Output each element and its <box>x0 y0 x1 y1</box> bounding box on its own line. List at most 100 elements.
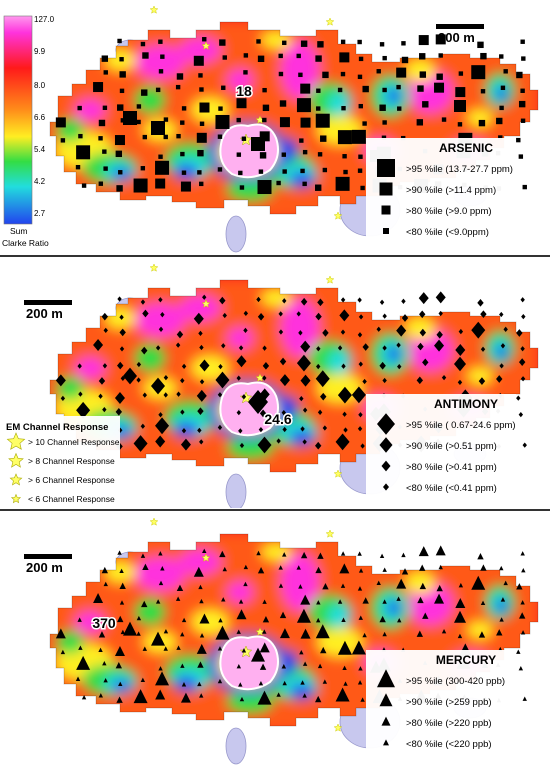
triangle-marker <box>215 625 230 640</box>
em-star <box>255 627 265 636</box>
triangle-marker <box>155 689 166 700</box>
square-marker <box>133 178 148 193</box>
diamond-marker <box>55 374 66 387</box>
triangle-marker <box>320 646 327 654</box>
triangle-marker <box>140 553 146 558</box>
square-marker <box>322 71 329 79</box>
em-star-legend-icon <box>10 493 22 504</box>
square-marker <box>140 41 146 47</box>
triangle-marker <box>259 663 267 670</box>
square-marker <box>315 184 322 191</box>
triangle-marker <box>435 545 446 556</box>
triangle-marker <box>142 646 147 651</box>
square-marker <box>158 154 163 159</box>
em-star <box>149 263 159 272</box>
diamond-marker <box>379 361 386 370</box>
triangle-marker <box>133 689 148 704</box>
square-marker <box>477 41 484 49</box>
colorbar-tick: 127.0 <box>34 15 55 24</box>
diamond-marker <box>103 327 108 334</box>
em-star <box>239 391 253 404</box>
square-marker <box>103 70 108 75</box>
square-marker <box>396 67 407 78</box>
square-marker <box>103 166 108 171</box>
triangle-marker <box>116 696 123 703</box>
square-marker <box>317 41 324 48</box>
triangle-marker <box>221 597 226 602</box>
square-marker <box>455 87 466 98</box>
triangle-marker <box>279 611 287 619</box>
square-marker <box>180 181 191 192</box>
colorbar-tick: 5.4 <box>34 145 46 154</box>
diamond-marker <box>236 375 241 381</box>
triangle-marker <box>239 696 245 702</box>
diamond-marker <box>199 379 205 385</box>
triangle-marker <box>120 629 126 635</box>
diamond-marker <box>357 297 362 303</box>
em-star <box>149 5 159 14</box>
map-title: MERCURY <box>436 653 496 667</box>
square-marker <box>379 104 386 111</box>
triangle-marker <box>117 550 122 555</box>
peak-value-label: 370 <box>92 615 116 631</box>
square-marker <box>342 154 347 159</box>
em-star-legend-icon <box>8 452 24 468</box>
square-marker <box>520 39 525 44</box>
triangle-marker <box>180 632 185 637</box>
triangle-marker <box>300 628 311 639</box>
triangle-marker <box>282 552 287 557</box>
lake <box>225 473 247 508</box>
square-marker <box>520 118 526 123</box>
em-star <box>325 529 335 538</box>
square-marker <box>55 117 66 128</box>
triangle-marker <box>457 633 463 639</box>
triangle-marker <box>236 609 247 620</box>
triangle-marker <box>362 632 367 638</box>
diamond-marker <box>222 312 227 319</box>
square-marker <box>435 34 446 45</box>
em-star <box>333 469 343 478</box>
arsenic-panel: 18 200 m ARSENIC >95 %ile (13.7-27.7 ppm) >9… <box>0 0 550 254</box>
diamond-marker <box>136 377 141 383</box>
survey-outline <box>49 533 539 727</box>
triangle-marker <box>381 716 391 726</box>
triangle-marker <box>300 680 305 685</box>
scale-bar <box>436 24 484 29</box>
triangle-marker <box>258 680 264 686</box>
diamond-marker <box>379 299 385 305</box>
arsenic-map: 18 200 m ARSENIC >95 %ile (13.7-27.7 ppm) >9… <box>2 5 539 253</box>
diamond-marker <box>278 311 283 317</box>
square-marker <box>520 88 525 93</box>
diamond-marker <box>119 314 124 320</box>
square-marker <box>340 71 346 77</box>
square-marker <box>300 83 311 94</box>
triangle-marker <box>256 550 261 556</box>
diamond-marker <box>202 294 207 300</box>
triangle-marker <box>316 600 321 605</box>
legend-label: >80 %ile (>0.41 ppm) <box>406 462 497 473</box>
triangle-marker <box>416 630 424 637</box>
diamond-marker <box>142 309 149 318</box>
diamond-marker <box>516 395 521 401</box>
square-marker <box>418 35 429 46</box>
square-marker <box>522 184 527 190</box>
em-star <box>333 723 343 732</box>
em-legend-item: > 6 Channel Response <box>28 475 115 485</box>
diamond-marker <box>78 391 83 397</box>
triangle-marker <box>60 649 66 655</box>
square-marker <box>116 185 123 192</box>
triangle-marker <box>379 615 386 623</box>
diamond-marker <box>199 359 210 372</box>
diamond-marker <box>520 376 526 382</box>
triangle-marker <box>520 630 526 635</box>
diamond-marker <box>181 428 187 434</box>
square-marker <box>120 118 126 123</box>
triangle-marker <box>140 677 146 682</box>
em-legend-title: EM Channel Response <box>6 422 108 433</box>
diamond-marker <box>155 417 170 435</box>
triangle-marker <box>197 661 204 668</box>
square-marker <box>457 122 463 127</box>
square-marker <box>78 133 83 139</box>
square-marker <box>357 74 363 80</box>
triangle-marker <box>300 551 308 559</box>
